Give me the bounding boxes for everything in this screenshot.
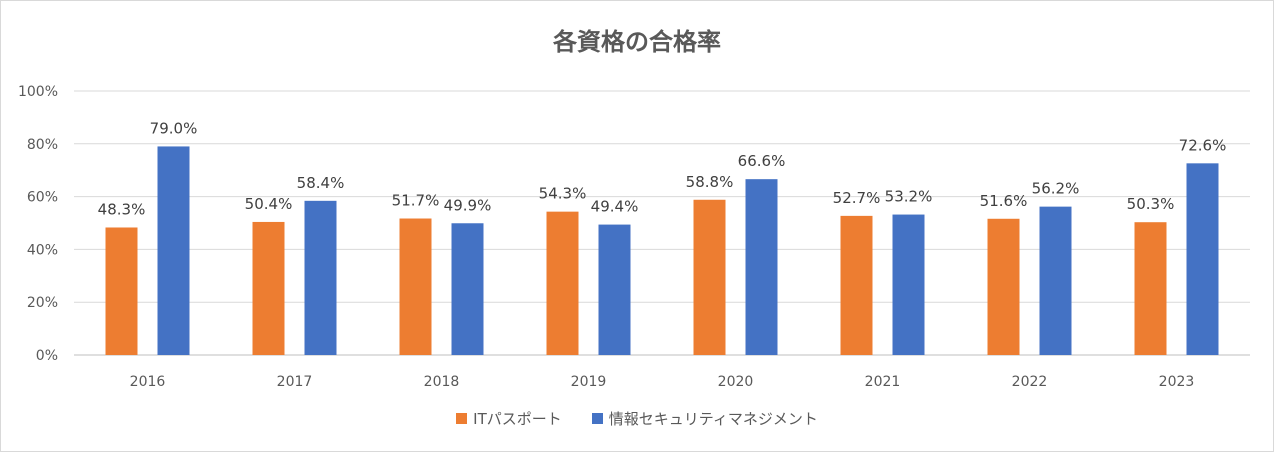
bar-series-2 <box>451 223 484 355</box>
bar-series-1 <box>105 227 138 355</box>
y-tick-label: 80% <box>27 137 58 153</box>
bar-series-2 <box>1186 163 1219 355</box>
bar-series-2 <box>745 179 778 355</box>
bar-series-1 <box>399 218 432 355</box>
y-tick-label: 40% <box>27 242 58 258</box>
data-label: 49.9% <box>444 196 492 214</box>
legend: ITパスポート 情報セキュリティマネジメント <box>0 408 1274 429</box>
x-tick-label: 2019 <box>571 374 607 390</box>
y-tick-label: 100% <box>18 84 58 100</box>
bar-series-1 <box>1134 222 1167 355</box>
chart-title: 各資格の合格率 <box>553 28 721 56</box>
data-label: 58.4% <box>297 174 345 192</box>
legend-item-series-2: 情報セキュリティマネジメント <box>591 408 818 429</box>
data-label: 66.6% <box>738 152 786 170</box>
y-tick-label: 20% <box>27 295 58 311</box>
y-tick-label: 0% <box>36 348 58 364</box>
bar-series-1 <box>252 221 285 355</box>
data-label: 48.3% <box>98 200 146 218</box>
x-tick-label: 2018 <box>424 374 460 390</box>
data-label: 58.8% <box>686 173 734 191</box>
bar-series-2 <box>598 224 631 355</box>
data-label: 52.7% <box>833 189 881 207</box>
bar-series-1 <box>693 199 726 355</box>
bar-series-1 <box>840 215 873 355</box>
legend-label-series-1: ITパスポート <box>473 410 562 428</box>
bar-series-2 <box>892 214 925 355</box>
x-tick-label: 2017 <box>277 374 313 390</box>
y-tick-label: 60% <box>27 190 58 206</box>
data-label: 53.2% <box>885 188 933 206</box>
legend-swatch-series-2 <box>591 413 603 424</box>
bar-series-2 <box>157 146 190 355</box>
data-label: 54.3% <box>539 185 587 203</box>
legend-label-series-2: 情報セキュリティマネジメント <box>608 410 818 428</box>
x-tick-label: 2022 <box>1012 374 1048 390</box>
bar-series-1 <box>546 211 579 355</box>
bar-series-2 <box>1039 206 1072 355</box>
data-label: 51.7% <box>392 192 440 210</box>
bar-series-1 <box>987 218 1020 355</box>
data-label: 51.6% <box>980 192 1028 210</box>
data-label: 50.4% <box>245 195 293 213</box>
data-label: 56.2% <box>1032 180 1080 198</box>
legend-swatch-series-1 <box>456 413 468 424</box>
legend-item-series-1: ITパスポート <box>456 408 562 429</box>
x-tick-label: 2016 <box>130 374 166 390</box>
data-label: 49.4% <box>591 198 639 216</box>
x-tick-label: 2021 <box>865 374 901 390</box>
data-label: 79.0% <box>150 119 198 137</box>
x-tick-label: 2020 <box>718 374 754 390</box>
bar-series-2 <box>304 200 337 355</box>
x-tick-label: 2023 <box>1159 374 1195 390</box>
data-label: 50.3% <box>1127 195 1175 213</box>
data-label: 72.6% <box>1179 136 1227 154</box>
